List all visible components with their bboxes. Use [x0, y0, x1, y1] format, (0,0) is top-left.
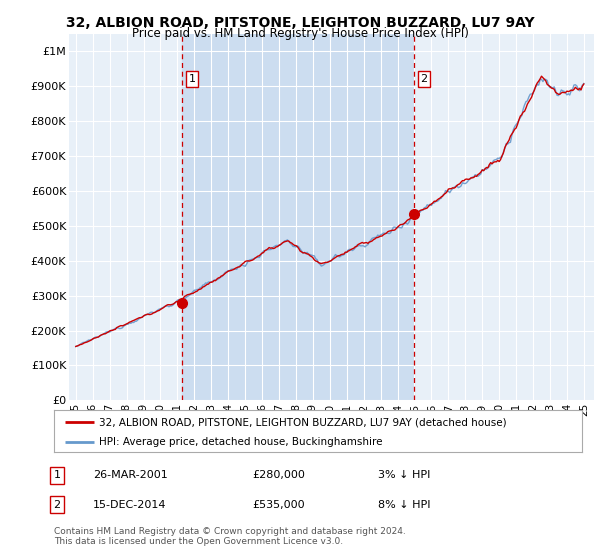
Text: 8% ↓ HPI: 8% ↓ HPI — [378, 500, 431, 510]
Text: 26-MAR-2001: 26-MAR-2001 — [93, 470, 168, 480]
Text: 2: 2 — [421, 74, 428, 84]
Text: 15-DEC-2014: 15-DEC-2014 — [93, 500, 167, 510]
Text: 1: 1 — [53, 470, 61, 480]
Text: £280,000: £280,000 — [252, 470, 305, 480]
Text: 3% ↓ HPI: 3% ↓ HPI — [378, 470, 430, 480]
Text: 2: 2 — [53, 500, 61, 510]
Text: £535,000: £535,000 — [252, 500, 305, 510]
Text: Price paid vs. HM Land Registry's House Price Index (HPI): Price paid vs. HM Land Registry's House … — [131, 27, 469, 40]
Bar — [182, 34, 414, 400]
Text: Contains HM Land Registry data © Crown copyright and database right 2024.
This d: Contains HM Land Registry data © Crown c… — [54, 526, 406, 546]
Text: 32, ALBION ROAD, PITSTONE, LEIGHTON BUZZARD, LU7 9AY (detached house): 32, ALBION ROAD, PITSTONE, LEIGHTON BUZZ… — [99, 417, 506, 427]
Text: 1: 1 — [188, 74, 196, 84]
Text: HPI: Average price, detached house, Buckinghamshire: HPI: Average price, detached house, Buck… — [99, 437, 382, 447]
Text: 32, ALBION ROAD, PITSTONE, LEIGHTON BUZZARD, LU7 9AY: 32, ALBION ROAD, PITSTONE, LEIGHTON BUZZ… — [65, 16, 535, 30]
